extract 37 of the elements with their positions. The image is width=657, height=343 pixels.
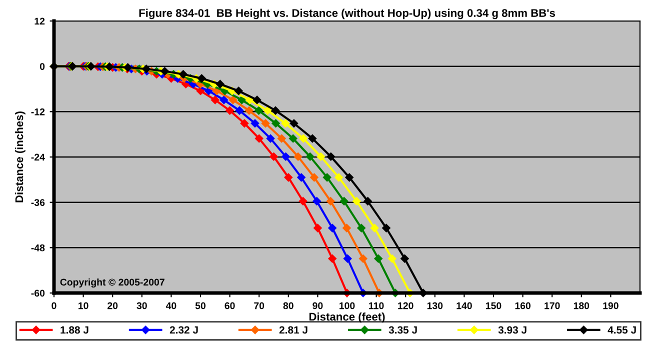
legend-label: 2.81 J xyxy=(279,326,308,334)
x-tick-label: 100 xyxy=(340,302,355,310)
x-tick-label: 160 xyxy=(515,302,531,310)
x-tick-label: 20 xyxy=(108,302,118,310)
x-tick-label: 80 xyxy=(283,302,294,310)
x-tick-label: 50 xyxy=(195,302,206,310)
x-tick-label: 10 xyxy=(78,302,88,310)
x-tick-label: 170 xyxy=(544,302,560,310)
legend-label: 2.32 J xyxy=(170,326,198,334)
x-tick-label: 190 xyxy=(603,302,618,310)
x-tick-label: 0 xyxy=(52,302,56,310)
y-tick-label: -12 xyxy=(31,108,45,116)
x-tick-label: 110 xyxy=(369,302,384,310)
y-tick-label: -36 xyxy=(31,199,45,206)
x-tick-label: 120 xyxy=(398,302,414,310)
x-axis-title: Distance (feet) xyxy=(309,312,385,323)
x-tick-label: 130 xyxy=(427,302,443,310)
y-tick-label: 12 xyxy=(34,18,45,25)
x-tick-label: 30 xyxy=(136,302,147,310)
x-tick-label: 70 xyxy=(254,302,264,310)
chart-title: Figure 834-01 BB Height vs. Distance (without Hop-Up) using 0.34 g 8mm BB's xyxy=(139,8,556,20)
x-tick-label: 180 xyxy=(574,302,590,310)
y-tick-label: 0 xyxy=(40,63,45,70)
y-tick-label: -24 xyxy=(31,154,45,161)
annotation: Copyright © 2005-2007 xyxy=(60,278,164,288)
y-tick-label: -48 xyxy=(31,244,45,252)
y-tick-label: -60 xyxy=(31,290,45,297)
x-tick-label: 40 xyxy=(166,302,176,310)
legend-label: 3.93 J xyxy=(498,326,526,334)
legend-label: 1.88 J xyxy=(60,326,88,334)
x-tick-label: 150 xyxy=(486,302,502,310)
legend-label: 4.55 J xyxy=(608,326,636,334)
x-tick-label: 60 xyxy=(224,302,235,310)
x-tick-label: 140 xyxy=(456,302,472,310)
y-axis-title: Distance (inches) xyxy=(15,112,26,202)
x-tick-label: 90 xyxy=(312,302,323,310)
legend-label: 3.35 J xyxy=(388,326,417,334)
